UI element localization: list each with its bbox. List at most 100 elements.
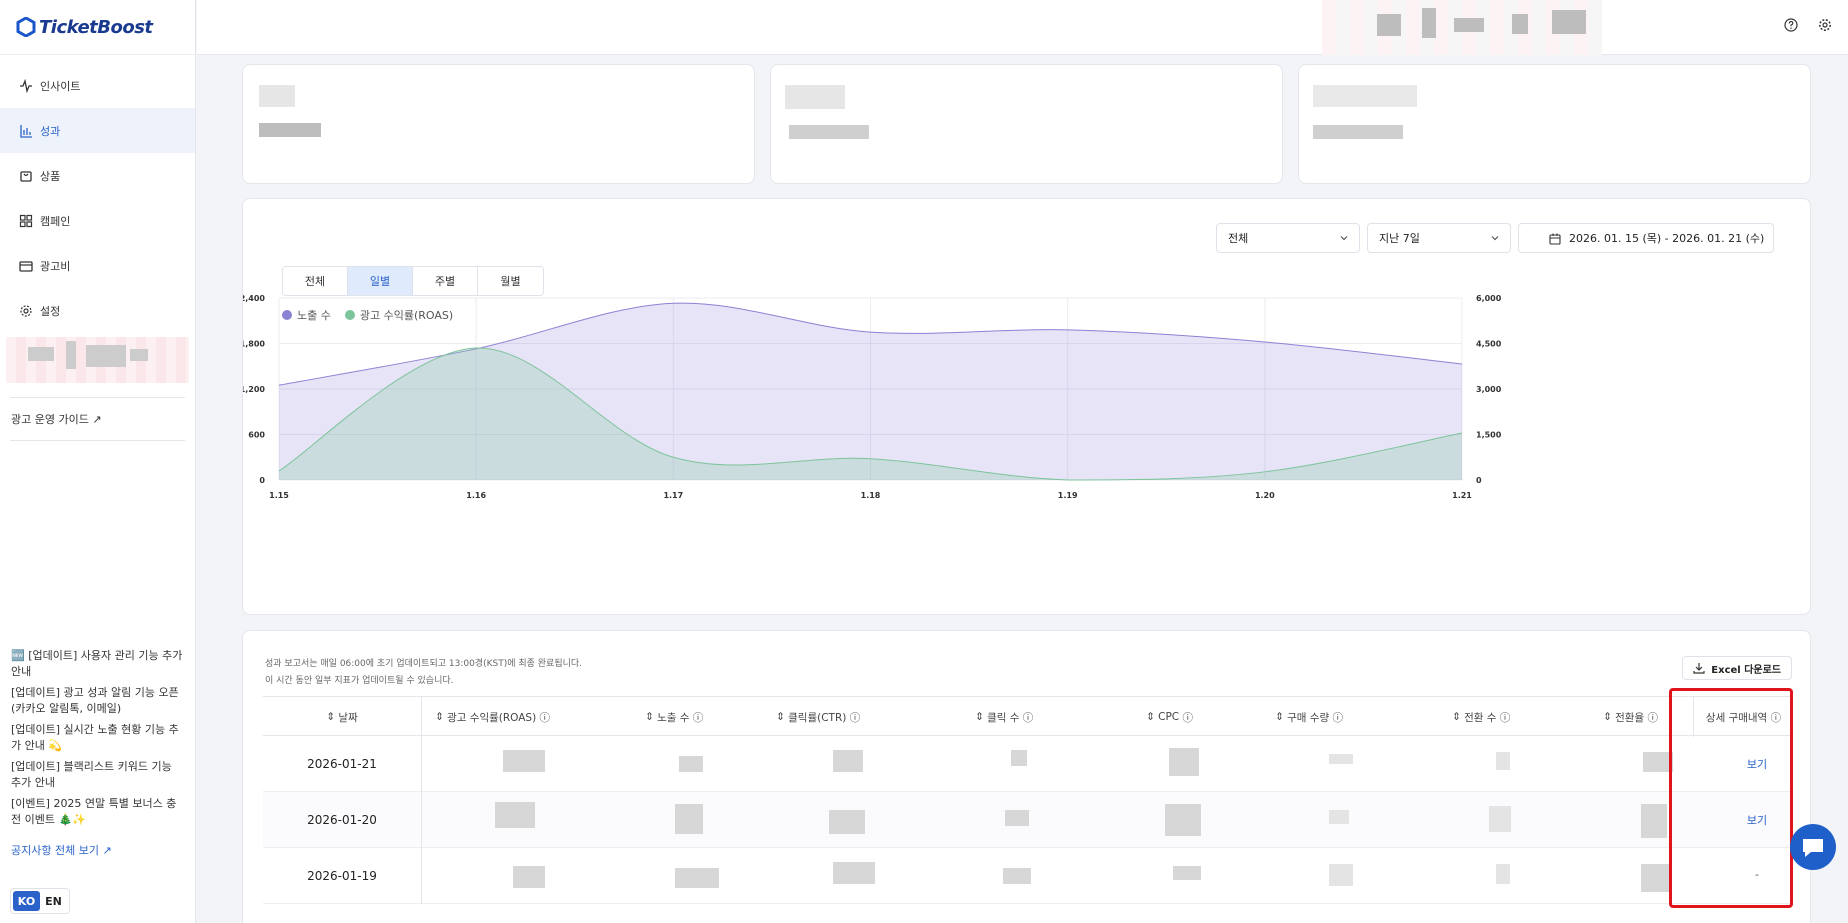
legend-label: 노출 수 xyxy=(297,309,331,322)
tab-weekly[interactable]: 주별 xyxy=(413,267,478,295)
settings-gear-icon[interactable] xyxy=(1818,18,1832,32)
top-icons xyxy=(1784,18,1832,32)
grid-icon xyxy=(19,214,33,228)
sidebar-item-products[interactable]: 상품 xyxy=(0,153,195,198)
x-tick-label: 1.15 xyxy=(269,491,289,500)
gear-icon xyxy=(19,304,33,318)
sidebar: TicketBoost 인사이트 성과 상품 캠페인 광고비 설정 xyxy=(0,0,196,923)
x-tick-label: 1.18 xyxy=(861,491,881,500)
cell-date: 2026-01-19 xyxy=(263,848,422,904)
cell-date: 2026-01-21 xyxy=(263,736,422,792)
y-left-tick-label: 2,400 xyxy=(243,294,265,303)
summary-card xyxy=(770,64,1283,184)
notice-item[interactable]: [업데이트] 블랙리스트 키워드 기능 추가 안내 xyxy=(11,760,172,789)
sidebar-item-insight[interactable]: 인사이트 xyxy=(0,63,195,108)
purchase-detail-empty: - xyxy=(1755,868,1759,881)
sidebar-item-label: 설정 xyxy=(40,304,61,318)
all-notices-link[interactable]: 공지사항 전체 보기 ↗ xyxy=(11,844,112,857)
legend-item-impressions[interactable]: 노출 수 xyxy=(282,307,331,323)
bar-chart-icon xyxy=(19,124,33,138)
lang-ko-button[interactable]: KO xyxy=(13,891,40,911)
performance-table-panel: 성과 보고서는 매일 06:00에 초기 업데이트되고 13:00경(KST)에… xyxy=(242,630,1811,923)
tab-all[interactable]: 전체 xyxy=(283,267,348,295)
divider xyxy=(10,440,185,441)
logo-icon xyxy=(16,17,36,37)
table-row: 2026-01-21 보기 xyxy=(263,736,1793,792)
legend-dot xyxy=(282,310,292,320)
period-select[interactable]: 지난 7일 xyxy=(1367,223,1511,253)
sidebar-item-label: 인사이트 xyxy=(40,79,81,93)
x-tick-label: 1.20 xyxy=(1255,491,1275,500)
x-tick-label: 1.21 xyxy=(1452,491,1472,500)
brand-logo[interactable]: TicketBoost xyxy=(0,0,195,55)
column-header-conversion-rate[interactable]: ⇕ 전환율 ⓘ xyxy=(1603,711,1658,724)
redacted-account-info xyxy=(1322,0,1602,55)
x-tick-label: 1.16 xyxy=(466,491,486,500)
y-right-tick-label: 3,000 xyxy=(1476,385,1502,394)
sidebar-item-label: 캠페인 xyxy=(40,214,71,228)
y-right-tick-label: 6,000 xyxy=(1476,294,1502,303)
notice-item[interactable]: [업데이트] 광고 성과 알림 기능 오픈 (카카오 알림톡, 이메일) xyxy=(11,686,179,715)
y-left-tick-label: 600 xyxy=(248,431,265,440)
calendar-icon xyxy=(1549,233,1561,245)
y-left-tick-label: 0 xyxy=(259,476,265,485)
pulse-icon xyxy=(19,78,33,93)
redacted-account-block xyxy=(6,337,189,383)
brand-name: TicketBoost xyxy=(39,16,153,38)
language-toggle: KO EN xyxy=(10,888,70,914)
column-header-cpc[interactable]: ⇕ CPC ⓘ xyxy=(1146,711,1193,724)
excel-download-label: Excel 다운로드 xyxy=(1711,664,1781,676)
column-header-purchase-qty[interactable]: ⇕ 구매 수량 ⓘ xyxy=(1275,711,1343,724)
notice-item[interactable]: 🆕 [업데이트] 사용자 관리 기능 추가 안내 xyxy=(11,649,183,678)
date-range-value: 2026. 01. 15 (목) - 2026. 01. 21 (수) xyxy=(1569,232,1765,245)
ad-guide-link[interactable]: 광고 운영 가이드 ↗ xyxy=(11,413,102,426)
purchase-detail-link[interactable]: 보기 xyxy=(1746,814,1768,827)
sidebar-nav: 인사이트 성과 상품 캠페인 광고비 설정 xyxy=(0,55,195,333)
column-header-clicks[interactable]: ⇕ 클릭 수 ⓘ xyxy=(975,711,1034,724)
sidebar-item-label: 광고비 xyxy=(40,259,71,273)
report-note-line1: 성과 보고서는 매일 06:00에 초기 업데이트되고 13:00경(KST)에… xyxy=(265,659,583,669)
excel-download-button[interactable]: Excel 다운로드 xyxy=(1682,656,1792,680)
tab-daily[interactable]: 일별 xyxy=(348,267,413,295)
notice-item[interactable]: [이벤트] 2025 연말 특별 보너스 충전 이벤트 🎄✨ xyxy=(11,797,177,826)
column-header-impressions[interactable]: ⇕ 노출 수 ⓘ xyxy=(645,711,704,724)
period-select-value: 지난 7일 xyxy=(1379,232,1420,245)
table-header-row: ⇕ 날짜 ⇕ 광고 수익률(ROAS) ⓘ ⇕ 노출 수 ⓘ ⇕ 클릭률(CTR… xyxy=(263,696,1793,737)
period-tabs: 전체 일별 주별 월별 xyxy=(282,266,544,296)
summary-card xyxy=(1298,64,1811,184)
chevron-down-icon xyxy=(1491,236,1499,241)
x-tick-label: 1.19 xyxy=(1058,491,1078,500)
sidebar-item-campaign[interactable]: 캠페인 xyxy=(0,198,195,243)
scope-select[interactable]: 전체 xyxy=(1216,223,1360,253)
chat-icon xyxy=(1803,839,1823,857)
scope-select-value: 전체 xyxy=(1228,232,1249,245)
column-header-conversions[interactable]: ⇕ 전환 수 ⓘ xyxy=(1452,711,1511,724)
series-area-0 xyxy=(279,303,1462,480)
tab-monthly[interactable]: 월별 xyxy=(478,267,543,295)
y-left-tick-label: 1,200 xyxy=(243,385,265,394)
report-note-line2: 이 시간 동안 일부 지표가 업데이트될 수 있습니다. xyxy=(265,676,454,686)
sidebar-item-performance[interactable]: 성과 xyxy=(0,108,195,153)
top-bar xyxy=(197,0,1848,55)
sidebar-item-label: 성과 xyxy=(40,124,61,138)
download-icon xyxy=(1693,663,1705,674)
card-icon xyxy=(19,259,33,273)
sidebar-item-ad-spend[interactable]: 광고비 xyxy=(0,243,195,288)
x-tick-label: 1.17 xyxy=(663,491,683,500)
column-header-roas[interactable]: ⇕ 광고 수익률(ROAS) ⓘ xyxy=(435,711,551,724)
y-right-tick-label: 0 xyxy=(1476,476,1482,485)
lang-en-button[interactable]: EN xyxy=(45,894,62,908)
notice-item[interactable]: [업데이트] 실시간 노출 현황 기능 추가 안내 💫 xyxy=(11,723,179,752)
column-header-date[interactable]: ⇕ 날짜 xyxy=(263,697,422,737)
y-right-tick-label: 4,500 xyxy=(1476,340,1502,349)
purchase-detail-link[interactable]: 보기 xyxy=(1746,758,1768,771)
sidebar-item-settings[interactable]: 설정 xyxy=(0,288,195,333)
chat-support-button[interactable] xyxy=(1790,824,1836,870)
table-row: 2026-01-20 보기 xyxy=(263,792,1793,848)
help-icon[interactable] xyxy=(1784,18,1798,32)
performance-table: ⇕ 날짜 ⇕ 광고 수익률(ROAS) ⓘ ⇕ 노출 수 ⓘ ⇕ 클릭률(CTR… xyxy=(263,696,1793,904)
legend-item-roas[interactable]: 광고 수익률(ROAS) xyxy=(344,307,453,323)
column-header-ctr[interactable]: ⇕ 클릭률(CTR) ⓘ xyxy=(776,711,861,724)
sidebar-item-label: 상품 xyxy=(40,169,61,183)
date-range-picker[interactable]: 2026. 01. 15 (목) - 2026. 01. 21 (수) xyxy=(1518,223,1774,253)
